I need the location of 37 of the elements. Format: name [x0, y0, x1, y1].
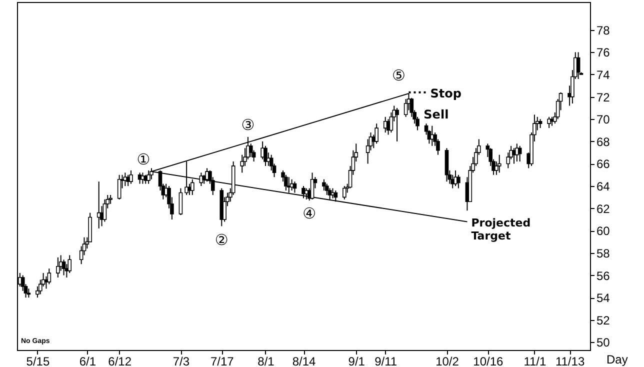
annotation: ④ [302, 204, 316, 223]
y-tick-label: 60 [596, 224, 610, 238]
annotation: ③ [241, 116, 255, 134]
x-tick-label: 9/11 [374, 354, 398, 367]
x-tick-label: 10/2 [436, 354, 460, 367]
x-axis-title: Day [606, 352, 628, 366]
annotation: Sell [424, 107, 449, 122]
x-tick-label: 8/1 [258, 354, 275, 367]
y-tick-label: 70 [596, 112, 610, 127]
y-tick-label: 66 [596, 157, 610, 172]
y-tick-label: 64 [596, 180, 610, 194]
x-tick-label: 7/17 [210, 354, 234, 367]
y-tick-label: 52 [596, 313, 610, 328]
x-tick-label: 6/12 [108, 354, 132, 367]
x-tick-label: 11/1 [524, 354, 547, 367]
x-tick-label: 7/3 [172, 354, 190, 367]
y-tick-label: 68 [596, 134, 610, 149]
y-tick-label: 58 [596, 246, 610, 260]
x-tick-label: 8/14 [292, 354, 316, 367]
x-tick-label: 11/13 [555, 354, 585, 367]
y-tick-label: 72 [596, 90, 610, 104]
x-tick-label: 10/16 [473, 354, 504, 367]
y-tick-label: 76 [596, 46, 610, 60]
x-tick-label: 6/1 [79, 354, 96, 367]
y-tick-label: 62 [596, 202, 610, 216]
annotation: ① [136, 150, 150, 169]
y-tick-label: 56 [596, 268, 610, 283]
y-tick-label: 74 [596, 68, 610, 82]
x-tick-label: 9/1 [348, 354, 366, 367]
annotation: ⑤ [392, 66, 406, 84]
annotation: Projected Target [471, 216, 531, 242]
annotation: Stop [430, 86, 462, 100]
x-tick-label: 5/15 [26, 354, 50, 367]
y-tick-label: 50 [596, 336, 610, 350]
annotation: ② [214, 231, 228, 250]
y-tick-label: 54 [596, 291, 610, 306]
y-tick-label: 78 [596, 23, 610, 38]
